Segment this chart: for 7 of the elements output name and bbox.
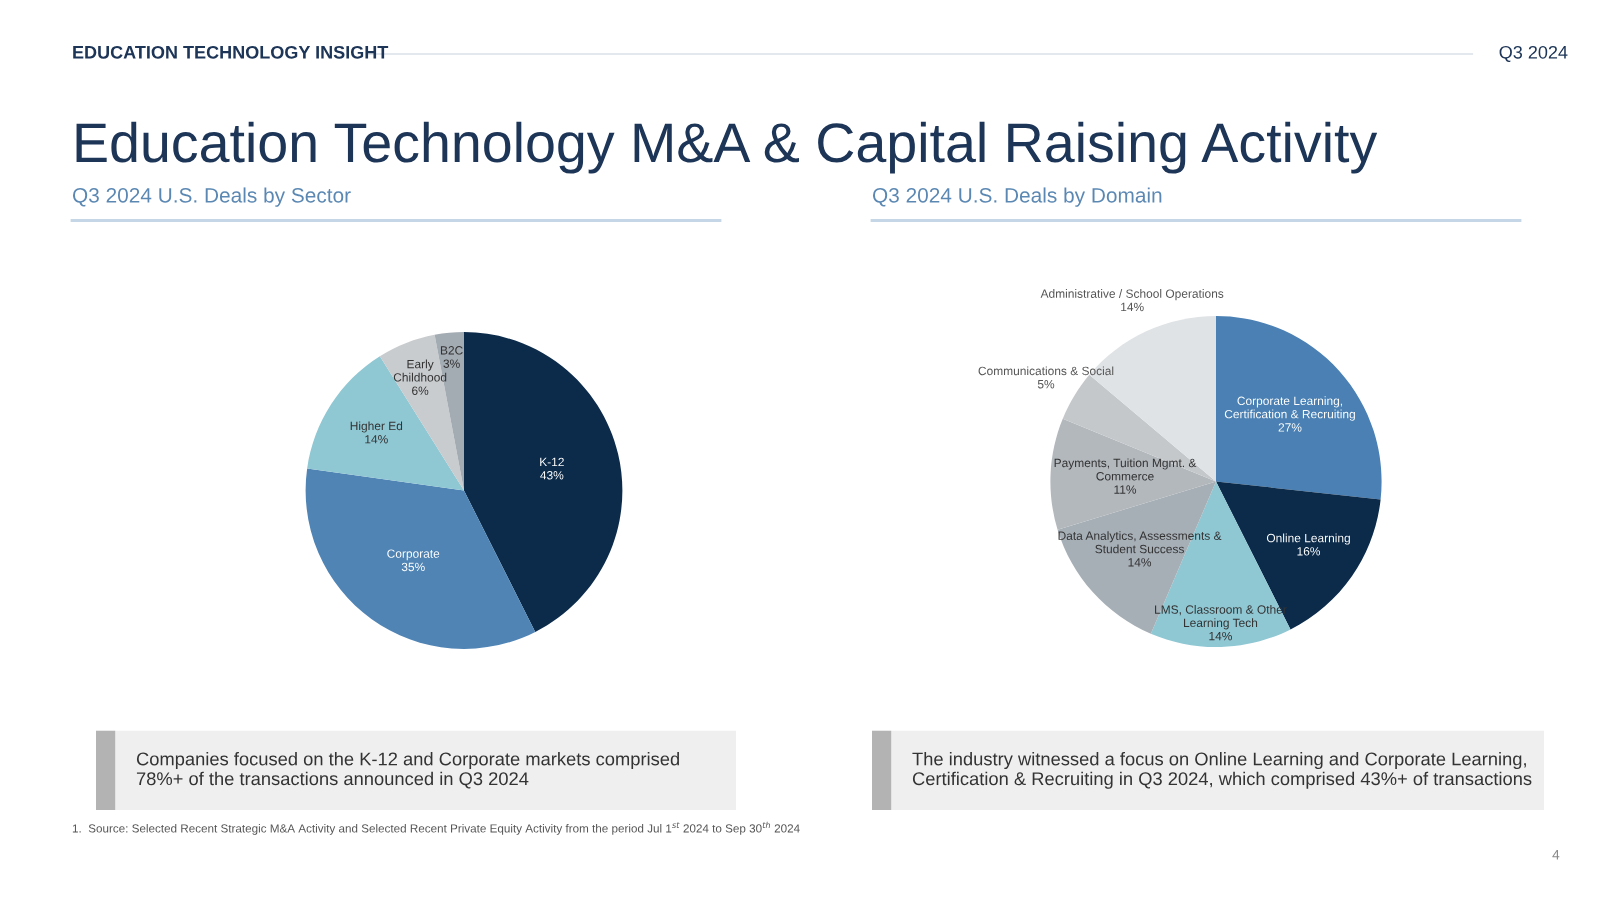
- text: EDUCATION TECHNOLOGY INSIGHT: [73, 45, 389, 59]
- chart-title: Q3 2024 U.S. Deals by Sector: [72, 187, 351, 207]
- text: Companies focused on the K-12 and Corporate markets comprised 78%+ of the transactions announced in Q3 2024: [136, 751, 679, 789]
- chart-title: Q3 2024 U.S. Deals by Domain: [872, 187, 1162, 207]
- text: Q3 2024: [1499, 45, 1568, 62]
- text: The industry witnessed a focus on Online Learning and Corporate Learning, Certification & Recruiting in Q3 2024, which comprised 43%+ of transactions: [912, 751, 1532, 789]
- text: Education Technology M&A & Capital Raising Activity: [76, 121, 1378, 174]
